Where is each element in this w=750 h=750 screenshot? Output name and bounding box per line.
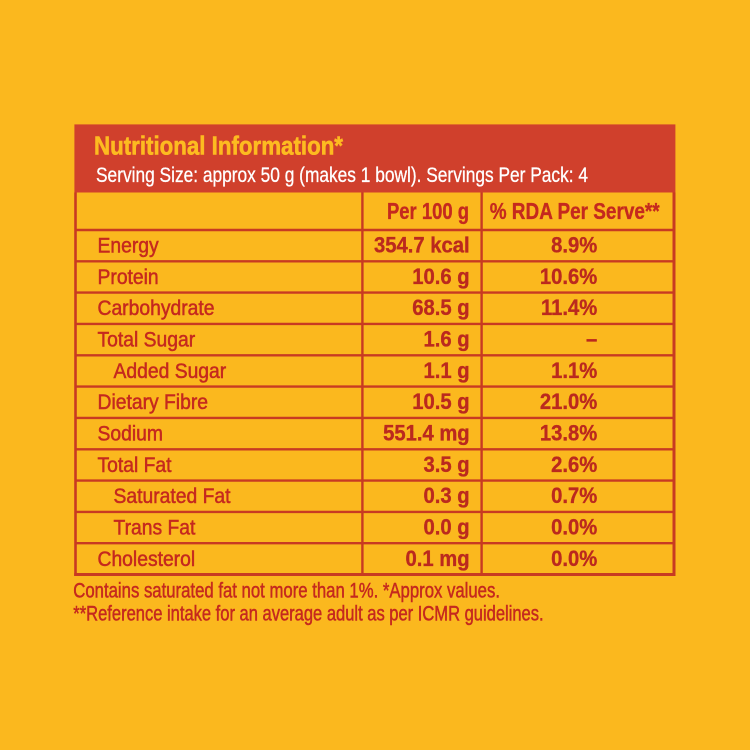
svg-text:–: – bbox=[586, 328, 597, 352]
svg-text:3.5 g: 3.5 g bbox=[424, 453, 470, 477]
svg-text:68.5 g: 68.5 g bbox=[412, 296, 469, 320]
svg-text:Per 100 g: Per 100 g bbox=[387, 198, 469, 224]
svg-text:Energy: Energy bbox=[98, 235, 160, 258]
svg-text:1.6 g: 1.6 g bbox=[424, 328, 470, 352]
svg-text:Total Fat: Total Fat bbox=[98, 454, 172, 477]
svg-text:Cholesterol: Cholesterol bbox=[98, 548, 196, 571]
svg-text:11.4%: 11.4% bbox=[541, 296, 597, 320]
svg-text:Trans Fat: Trans Fat bbox=[114, 517, 196, 540]
svg-text:Saturated Fat: Saturated Fat bbox=[114, 485, 231, 508]
svg-text:Nutritional Information*: Nutritional Information* bbox=[94, 131, 344, 161]
svg-text:13.8%: 13.8% bbox=[540, 422, 598, 446]
svg-text:**Reference intake for an aver: **Reference intake for an average adult … bbox=[73, 603, 543, 626]
svg-text:Serving Size: approx 50 g (mak: Serving Size: approx 50 g (makes 1 bowl)… bbox=[96, 164, 588, 187]
svg-text:0.0%: 0.0% bbox=[551, 547, 597, 571]
svg-text:0.3 g: 0.3 g bbox=[424, 484, 470, 508]
svg-text:Carbohydrate: Carbohydrate bbox=[98, 297, 215, 320]
svg-text:551.4 mg: 551.4 mg bbox=[383, 422, 470, 446]
svg-text:0.0%: 0.0% bbox=[551, 516, 597, 540]
svg-text:1.1%: 1.1% bbox=[551, 359, 597, 383]
svg-text:Total Sugar: Total Sugar bbox=[98, 329, 196, 352]
svg-text:Added Sugar: Added Sugar bbox=[114, 360, 227, 383]
svg-text:% RDA Per Serve**: % RDA Per Serve** bbox=[490, 198, 660, 224]
svg-text:10.6 g: 10.6 g bbox=[412, 265, 469, 289]
svg-text:10.6%: 10.6% bbox=[540, 265, 598, 289]
svg-text:Contains saturated fat not mor: Contains saturated fat not more than 1%.… bbox=[73, 579, 500, 602]
svg-text:Sodium: Sodium bbox=[98, 423, 163, 446]
svg-text:2.6%: 2.6% bbox=[551, 453, 597, 477]
svg-text:0.0 g: 0.0 g bbox=[424, 516, 470, 540]
svg-text:1.1 g: 1.1 g bbox=[424, 359, 470, 383]
svg-text:8.9%: 8.9% bbox=[551, 234, 597, 258]
svg-text:Dietary Fibre: Dietary Fibre bbox=[98, 391, 208, 414]
svg-text:Protein: Protein bbox=[98, 266, 159, 289]
svg-text:21.0%: 21.0% bbox=[540, 390, 598, 414]
svg-text:354.7 kcal: 354.7 kcal bbox=[374, 234, 470, 258]
svg-text:0.1 mg: 0.1 mg bbox=[406, 547, 470, 571]
svg-text:10.5 g: 10.5 g bbox=[412, 390, 469, 414]
svg-text:0.7%: 0.7% bbox=[551, 484, 597, 508]
